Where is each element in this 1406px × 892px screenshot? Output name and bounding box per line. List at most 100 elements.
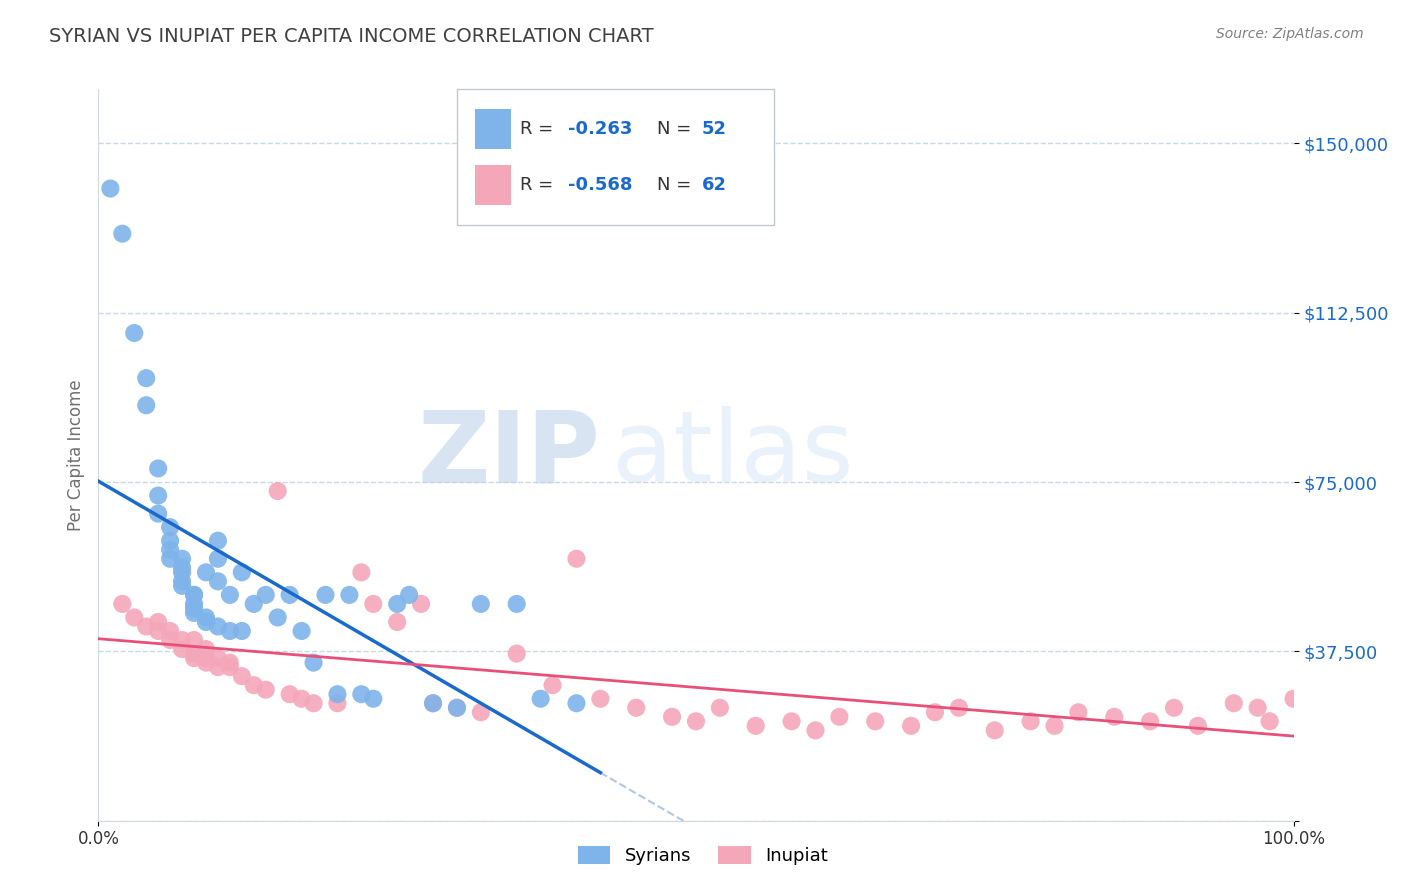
Point bbox=[195, 642, 218, 657]
Point bbox=[780, 714, 803, 729]
Point bbox=[148, 461, 170, 475]
Point bbox=[267, 483, 290, 498]
Point bbox=[1067, 706, 1090, 720]
Text: Source: ZipAtlas.com: Source: ZipAtlas.com bbox=[1216, 27, 1364, 41]
Point bbox=[1139, 714, 1161, 729]
Point bbox=[1247, 700, 1270, 714]
Point bbox=[207, 533, 229, 548]
Point bbox=[1187, 719, 1209, 733]
Point bbox=[278, 687, 301, 701]
Point bbox=[350, 687, 373, 701]
Point bbox=[231, 669, 253, 683]
Point bbox=[243, 597, 266, 611]
Point bbox=[98, 181, 122, 195]
Point bbox=[207, 651, 229, 665]
Point bbox=[278, 588, 301, 602]
Point bbox=[195, 566, 218, 580]
Point bbox=[900, 719, 922, 733]
Point bbox=[948, 700, 970, 714]
Point bbox=[350, 566, 373, 580]
Text: N =: N = bbox=[657, 176, 696, 194]
Point bbox=[183, 647, 205, 661]
Point bbox=[291, 624, 314, 638]
Point bbox=[195, 615, 218, 629]
Point bbox=[148, 624, 170, 638]
Point bbox=[1258, 714, 1281, 729]
Point bbox=[183, 601, 205, 615]
Point bbox=[183, 597, 205, 611]
Point bbox=[315, 588, 337, 602]
Point bbox=[159, 633, 181, 648]
Text: SYRIAN VS INUPIAT PER CAPITA INCOME CORRELATION CHART: SYRIAN VS INUPIAT PER CAPITA INCOME CORR… bbox=[49, 27, 654, 45]
Point bbox=[589, 691, 612, 706]
Point bbox=[183, 588, 205, 602]
Point bbox=[172, 566, 194, 580]
Point bbox=[124, 326, 146, 340]
Point bbox=[685, 714, 707, 729]
Point bbox=[709, 700, 731, 714]
Y-axis label: Per Capita Income: Per Capita Income bbox=[66, 379, 84, 531]
Point bbox=[135, 619, 157, 633]
Point bbox=[828, 710, 851, 724]
Point bbox=[254, 588, 277, 602]
Point bbox=[1104, 710, 1126, 724]
Text: 62: 62 bbox=[702, 176, 727, 194]
Point bbox=[195, 610, 218, 624]
Point bbox=[195, 651, 218, 665]
Point bbox=[470, 597, 492, 611]
Point bbox=[661, 710, 683, 724]
Point bbox=[219, 656, 242, 670]
Point bbox=[231, 566, 253, 580]
FancyBboxPatch shape bbox=[457, 89, 773, 225]
Text: -0.263: -0.263 bbox=[568, 120, 633, 137]
Point bbox=[385, 597, 409, 611]
Point bbox=[172, 642, 194, 657]
Point bbox=[135, 398, 157, 412]
Point bbox=[111, 227, 134, 241]
FancyBboxPatch shape bbox=[475, 109, 510, 149]
Point bbox=[159, 533, 181, 548]
Point bbox=[148, 507, 170, 521]
Point bbox=[195, 656, 218, 670]
Point bbox=[385, 615, 409, 629]
Point bbox=[565, 551, 588, 566]
Legend: Syrians, Inupiat: Syrians, Inupiat bbox=[569, 837, 837, 874]
Point bbox=[267, 610, 290, 624]
Point bbox=[1163, 700, 1185, 714]
Point bbox=[506, 647, 529, 661]
FancyBboxPatch shape bbox=[475, 165, 510, 205]
Point bbox=[1019, 714, 1042, 729]
Text: -0.568: -0.568 bbox=[568, 176, 633, 194]
Point bbox=[172, 551, 194, 566]
Point bbox=[984, 723, 1007, 738]
Point bbox=[398, 588, 420, 602]
Point bbox=[135, 371, 157, 385]
Point bbox=[302, 656, 325, 670]
Point bbox=[302, 696, 325, 710]
Point bbox=[207, 551, 229, 566]
Text: R =: R = bbox=[520, 120, 560, 137]
Point bbox=[219, 660, 242, 674]
Point bbox=[124, 610, 146, 624]
Point bbox=[111, 597, 134, 611]
Point bbox=[1043, 719, 1066, 733]
Point bbox=[207, 660, 229, 674]
Point bbox=[159, 542, 181, 557]
Point bbox=[626, 700, 648, 714]
Point bbox=[745, 719, 768, 733]
Point bbox=[243, 678, 266, 692]
Point bbox=[363, 691, 385, 706]
Point bbox=[219, 588, 242, 602]
Point bbox=[363, 597, 385, 611]
Text: 52: 52 bbox=[702, 120, 727, 137]
Point bbox=[446, 700, 468, 714]
Point bbox=[530, 691, 553, 706]
Text: N =: N = bbox=[657, 120, 696, 137]
Point bbox=[159, 551, 181, 566]
Point bbox=[1223, 696, 1246, 710]
Point bbox=[183, 588, 205, 602]
Point bbox=[183, 651, 205, 665]
Point bbox=[422, 696, 444, 710]
Point bbox=[804, 723, 827, 738]
Point bbox=[172, 633, 194, 648]
